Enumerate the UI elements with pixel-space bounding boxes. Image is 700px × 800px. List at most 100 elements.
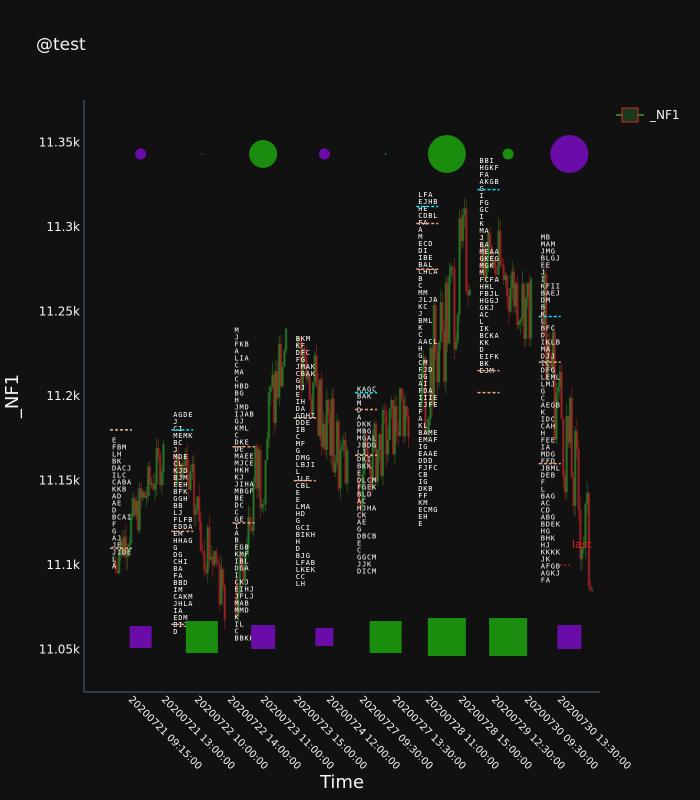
tpo-letter: I bbox=[541, 415, 545, 423]
tpo-letter: B bbox=[240, 634, 244, 642]
tpo-letter: F bbox=[112, 520, 116, 528]
candle-body bbox=[439, 302, 442, 343]
tpo-letter: F bbox=[418, 492, 422, 500]
candle-body bbox=[395, 406, 398, 433]
y-tick-label: 11.25k bbox=[39, 304, 80, 318]
tpo-letter: G bbox=[480, 304, 484, 312]
candle-body bbox=[327, 399, 330, 414]
tpo-letter: C bbox=[551, 415, 555, 423]
tpo-letter: G bbox=[296, 412, 300, 420]
candle-body bbox=[376, 449, 379, 482]
candle-body bbox=[511, 271, 514, 289]
legend-swatch bbox=[621, 107, 639, 123]
tpo-letter: F bbox=[480, 171, 484, 179]
candle-body bbox=[259, 449, 262, 509]
tpo-letter: J bbox=[495, 297, 499, 305]
candle-body bbox=[305, 357, 308, 379]
tpo-letter: E bbox=[306, 475, 310, 483]
tpo-letter: M bbox=[188, 593, 192, 601]
candle-body bbox=[405, 406, 409, 417]
tpo-letter: D bbox=[173, 551, 177, 559]
candle-body bbox=[492, 260, 495, 266]
tpo-letter: A bbox=[112, 492, 117, 500]
tpo-letter: E bbox=[480, 353, 484, 361]
tpo-letter: L bbox=[357, 449, 361, 457]
top-bubble bbox=[200, 153, 203, 155]
tpo-letter: H bbox=[541, 429, 545, 437]
candle-body bbox=[574, 430, 577, 506]
tpo-letter: F bbox=[428, 464, 432, 472]
tpo-letter: I bbox=[428, 394, 432, 402]
tpo-letter: L bbox=[541, 373, 545, 381]
tpo-letter: B bbox=[240, 487, 244, 495]
candle-body bbox=[393, 406, 397, 455]
tpo-letter: E bbox=[423, 205, 427, 213]
tpo-letter: B bbox=[495, 178, 499, 186]
candle-body bbox=[493, 260, 497, 274]
tpo-letter: L bbox=[173, 509, 177, 517]
legend[interactable]: _NF1 bbox=[616, 107, 680, 123]
tpo-letter: M bbox=[235, 452, 239, 460]
tpo-letter: K bbox=[112, 485, 117, 493]
tpo-letter: B bbox=[173, 474, 177, 482]
tpo-letter: M bbox=[235, 487, 239, 495]
bottom-box bbox=[251, 625, 276, 649]
candle-body bbox=[454, 341, 458, 350]
tpo-letter: L bbox=[546, 254, 550, 262]
tpo-letter: I bbox=[178, 621, 182, 629]
tpo-letter: M bbox=[122, 443, 126, 451]
tpo-letter: F bbox=[418, 219, 422, 227]
bottom-box bbox=[489, 618, 528, 656]
tpo-letter: I bbox=[362, 568, 366, 576]
candle-body bbox=[148, 466, 152, 485]
tpo-letter: H bbox=[423, 513, 427, 521]
candle-body bbox=[456, 314, 460, 342]
tpo-letter: J bbox=[423, 401, 427, 409]
tpo-letter: H bbox=[541, 527, 545, 535]
candle-body bbox=[431, 347, 434, 406]
tpo-letter: D bbox=[541, 471, 545, 479]
tpo-letter: G bbox=[296, 377, 300, 385]
tpo-letter: K bbox=[490, 332, 495, 340]
tpo-letter: G bbox=[480, 206, 484, 214]
tpo-letter: F bbox=[541, 457, 545, 465]
tpo-letter: F bbox=[173, 516, 177, 524]
tpo-letter: E bbox=[178, 481, 182, 489]
tpo-letter: K bbox=[188, 432, 193, 440]
tpo-letter: K bbox=[495, 353, 500, 361]
tpo-letter: A bbox=[240, 452, 245, 460]
tpo-letter: B bbox=[423, 254, 427, 262]
tpo-letter: J bbox=[183, 621, 187, 629]
y-tick-label: 11.2k bbox=[46, 389, 80, 403]
tpo-letter: D bbox=[235, 501, 239, 509]
tpo-letter: B bbox=[480, 360, 484, 368]
tpo-letter: B bbox=[357, 463, 361, 471]
tpo-letter: E bbox=[418, 240, 422, 248]
candle-body bbox=[403, 406, 407, 437]
tpo-letter: F bbox=[173, 572, 177, 580]
session-4: B K MK FD F CF GJ M A KC B A KGM JEI HD AG D H ID D EI BCM FGD… bbox=[293, 148, 349, 646]
tpo-letter: F bbox=[433, 436, 437, 444]
candle-body bbox=[216, 562, 220, 565]
tpo-letter: G bbox=[551, 562, 555, 570]
tpo-letter: A bbox=[495, 332, 500, 340]
tpo-letter: B bbox=[418, 261, 422, 269]
tpo-letter: G bbox=[495, 255, 499, 263]
tpo-letter: F bbox=[418, 408, 422, 416]
tpo-letter: G bbox=[551, 401, 555, 409]
tpo-letter: K bbox=[235, 473, 240, 481]
tpo-letter: I bbox=[480, 325, 484, 333]
tpo-letter: J bbox=[178, 509, 182, 517]
tpo-letter: E bbox=[173, 614, 177, 622]
tpo-letter: J bbox=[301, 552, 305, 560]
candle-body bbox=[116, 569, 119, 574]
tpo-letter: C bbox=[306, 349, 310, 357]
tpo-letter: D bbox=[423, 387, 427, 395]
candle-body bbox=[223, 585, 226, 620]
tpo-letter: G bbox=[240, 389, 244, 397]
tpo-letter: D bbox=[546, 415, 550, 423]
tpo-letter: K bbox=[296, 342, 301, 350]
tpo-letter: J bbox=[240, 473, 244, 481]
